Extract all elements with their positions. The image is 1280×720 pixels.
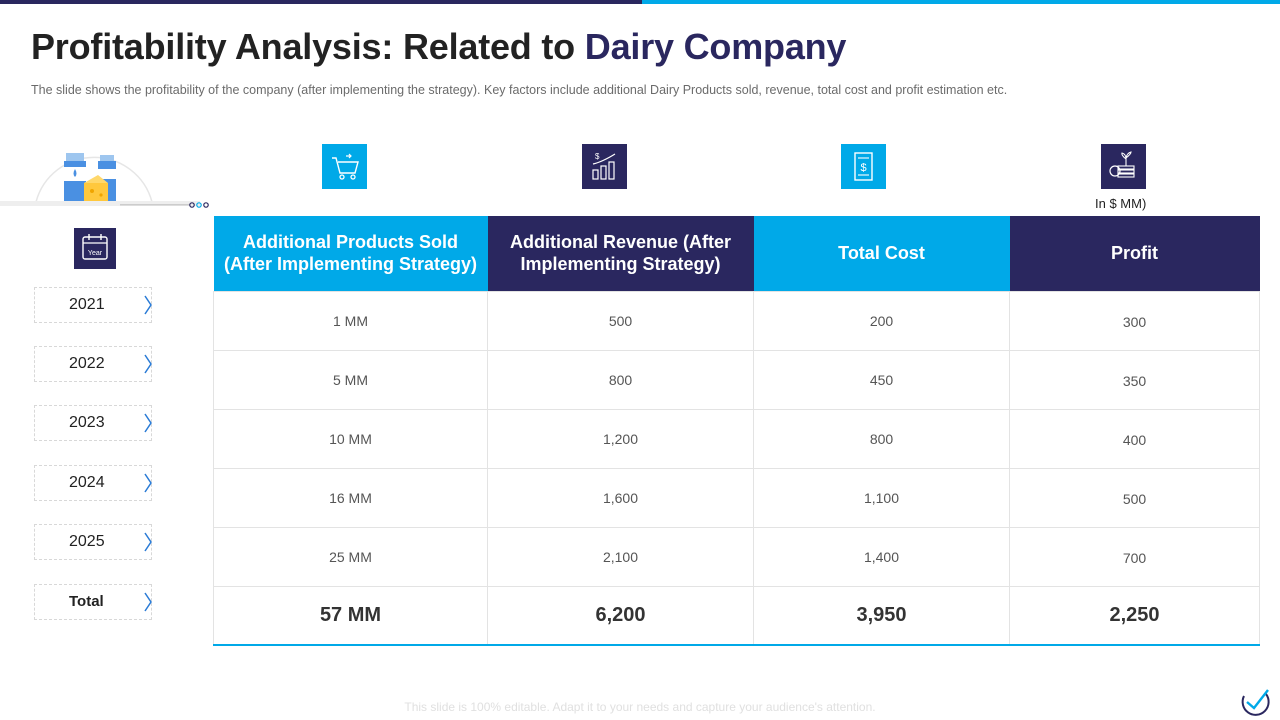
table-row: 5 MM 800 450 350 — [213, 349, 1260, 410]
year-item-2024: 2024 — [34, 465, 152, 501]
cell-total-cost: 800 — [753, 408, 1010, 469]
cell-total-cost: 1,100 — [753, 467, 1010, 528]
cell-products-sold: 25 MM — [213, 526, 488, 587]
cell-products-sold: 16 MM — [213, 467, 488, 528]
svg-text:$: $ — [860, 162, 866, 174]
year-item-2025: 2025 — [34, 524, 152, 560]
cell-products-sold: 10 MM — [213, 408, 488, 469]
page-title: Profitability Analysis: Related to Dairy… — [31, 26, 846, 68]
year-label: 2024 — [69, 474, 105, 491]
footer-note: This slide is 100% editable. Adapt it to… — [404, 700, 876, 714]
header-products-sold: Additional Products Sold (After Implemen… — [213, 216, 488, 291]
year-label: 2025 — [69, 533, 105, 550]
year-label: 2022 — [69, 355, 105, 372]
table-row: 10 MM 1,200 800 400 — [213, 408, 1260, 469]
top-accent-bar — [0, 0, 1280, 4]
year-item-2023: 2023 — [34, 405, 152, 441]
profitability-table: Additional Products Sold (After Implemen… — [213, 216, 1260, 646]
cell-profit: 400 — [1009, 408, 1260, 469]
cell-products-sold: 5 MM — [213, 349, 488, 410]
cost-document-icon: $ — [841, 144, 886, 189]
table-total-row: 57 MM 6,200 3,950 2,250 — [213, 585, 1260, 646]
cell-revenue: 500 — [487, 290, 754, 351]
chevron-right-icon — [144, 532, 152, 552]
chevron-right-icon — [144, 413, 152, 433]
shopping-cart-icon — [322, 144, 367, 189]
unit-note: In $ MM) — [1095, 196, 1147, 211]
table-row: 1 MM 500 200 300 — [213, 290, 1260, 351]
chevron-right-icon — [144, 592, 152, 612]
year-item-2021: 2021 — [34, 287, 152, 323]
table-header-row: Additional Products Sold (After Implemen… — [213, 216, 1260, 291]
total-revenue: 6,200 — [487, 585, 754, 646]
year-item-2022: 2022 — [34, 346, 152, 382]
cell-profit: 350 — [1009, 349, 1260, 410]
cell-revenue: 800 — [487, 349, 754, 410]
profit-coins-icon — [1101, 144, 1146, 189]
header-additional-revenue: Additional Revenue (After Implementing S… — [487, 216, 754, 291]
cell-profit: 300 — [1009, 290, 1260, 351]
cell-total-cost: 1,400 — [753, 526, 1010, 587]
page-title-main: Profitability Analysis: Related to — [31, 26, 585, 67]
year-badge-label: Year — [88, 250, 103, 257]
cell-profit: 700 — [1009, 526, 1260, 587]
cell-revenue: 1,200 — [487, 408, 754, 469]
dairy-products-icon — [0, 153, 209, 208]
page-title-accent: Dairy Company — [584, 26, 847, 67]
total-profit: 2,250 — [1009, 585, 1260, 646]
table-row: 25 MM 2,100 1,400 700 — [213, 526, 1260, 587]
cell-products-sold: 1 MM — [213, 290, 488, 351]
total-cost: 3,950 — [753, 585, 1010, 646]
chevron-right-icon — [144, 295, 152, 315]
page-subtitle: The slide shows the profitability of the… — [31, 83, 1008, 97]
cell-revenue: 2,100 — [487, 526, 754, 587]
year-label: 2021 — [69, 296, 105, 313]
year-label: 2023 — [69, 414, 105, 431]
header-total-cost: Total Cost — [753, 216, 1010, 291]
chevron-right-icon — [144, 473, 152, 493]
cell-revenue: 1,600 — [487, 467, 754, 528]
year-item-total: Total — [34, 584, 152, 620]
header-profit: Profit — [1009, 216, 1260, 291]
chevron-right-icon — [144, 354, 152, 374]
cell-total-cost: 200 — [753, 290, 1010, 351]
svg-text:$: $ — [595, 152, 600, 161]
top-accent-bar-light — [642, 0, 1280, 4]
year-label: Total — [69, 593, 104, 610]
top-accent-bar-dark — [0, 0, 642, 4]
cell-profit: 500 — [1009, 467, 1260, 528]
table-row: 16 MM 1,600 1,100 500 — [213, 467, 1260, 528]
total-products-sold: 57 MM — [213, 585, 488, 646]
brand-logo-icon — [1241, 689, 1270, 716]
revenue-chart-icon: $ — [582, 144, 627, 189]
year-calendar-icon: Year — [74, 228, 116, 269]
cell-total-cost: 450 — [753, 349, 1010, 410]
